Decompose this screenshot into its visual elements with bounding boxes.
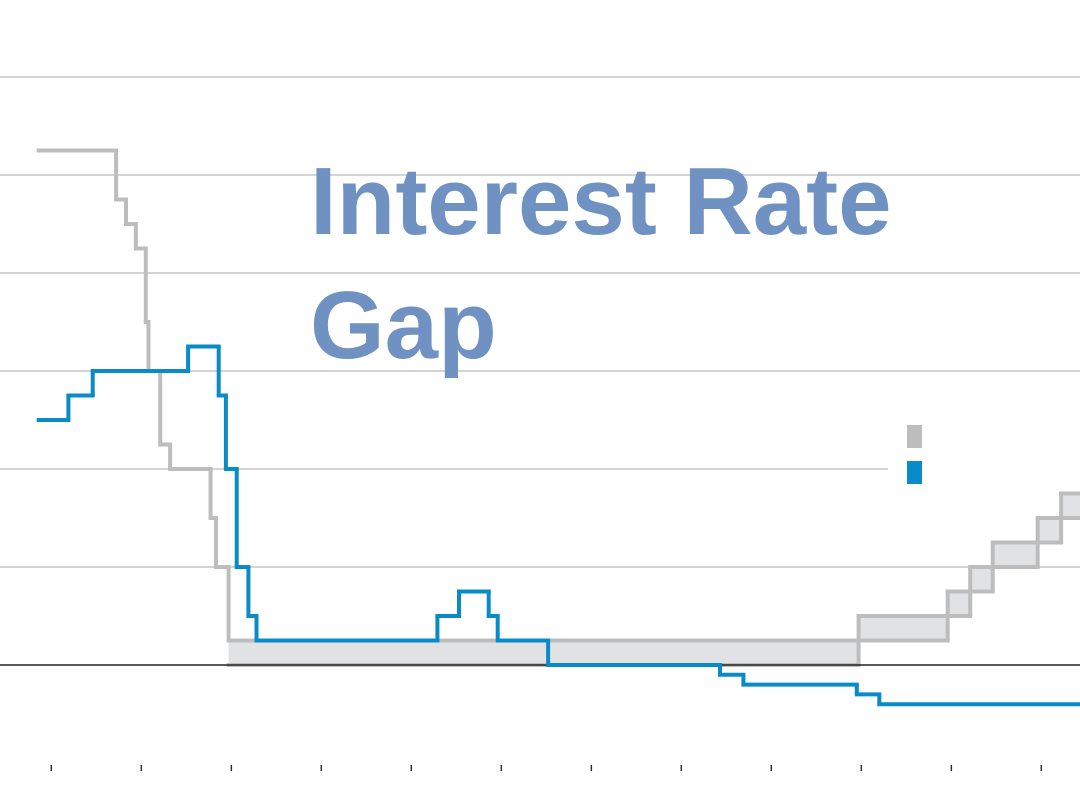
band	[858, 616, 948, 641]
band	[970, 567, 993, 592]
chart-title: Interest Rate Gap	[310, 148, 892, 379]
band	[1061, 493, 1080, 518]
band	[992, 542, 1038, 567]
band	[1037, 518, 1062, 543]
legend-swatch	[907, 461, 922, 484]
band	[947, 591, 971, 616]
legend-swatch	[907, 425, 922, 448]
band	[228, 640, 859, 665]
